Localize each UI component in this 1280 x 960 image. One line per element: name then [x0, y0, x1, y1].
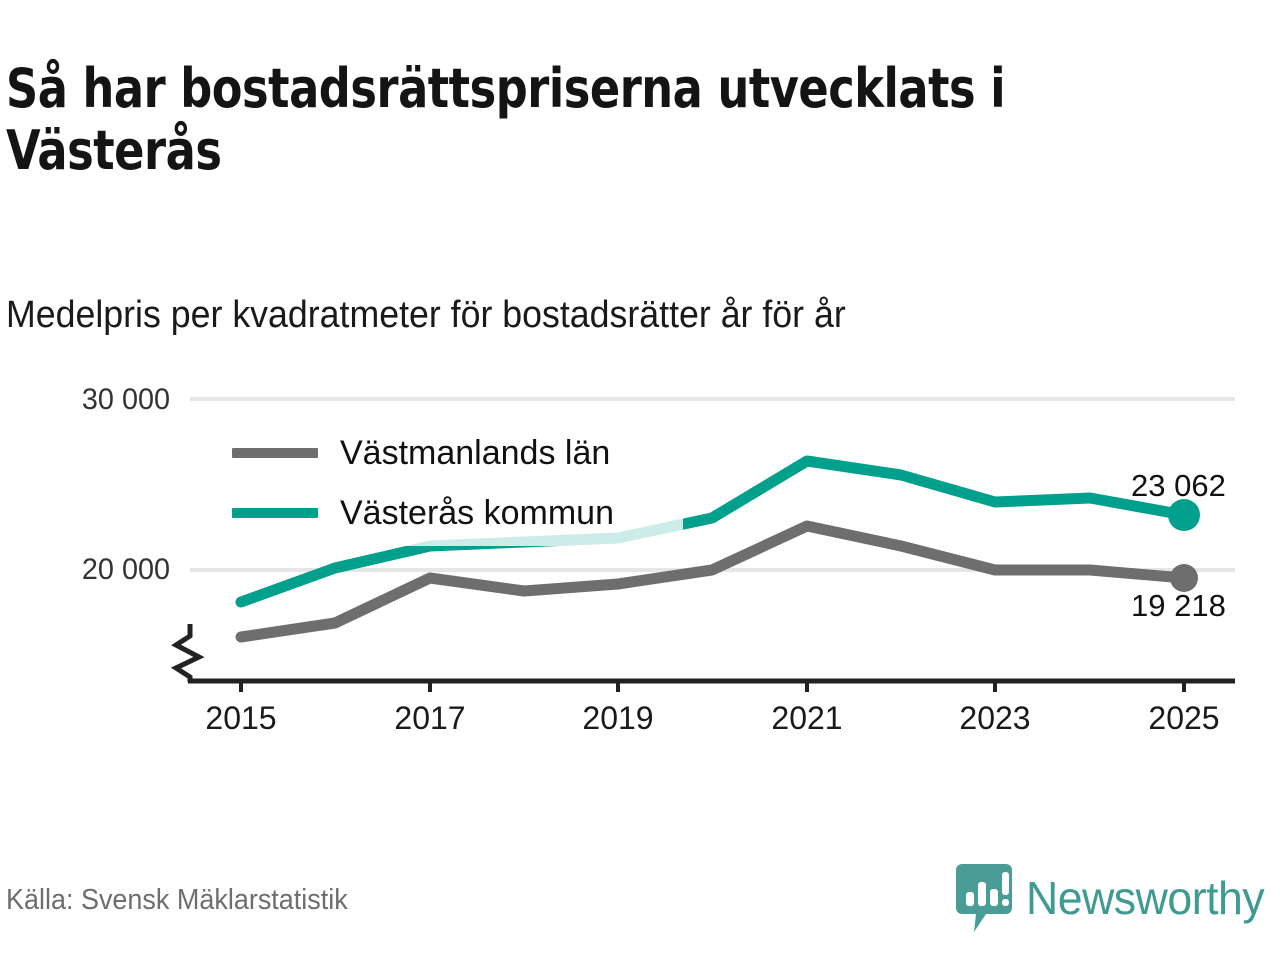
x-axis-label-2019: 2019	[582, 700, 654, 736]
series-line-vasteras-kommun	[235, 455, 1190, 608]
legend-swatch-icon-vasteras-kommun	[232, 508, 318, 518]
y-axis-label-30000: 30 000	[81, 383, 170, 416]
page-title: Så har bostadsrättspriserna utvecklats i…	[6, 57, 1006, 183]
end-value-label-vastmanlands-lan: 19 218	[1131, 588, 1226, 623]
y-axis-label-20000: 20 000	[81, 553, 170, 586]
x-axis-label-2017: 2017	[394, 700, 466, 736]
legend-swatch-icon-vastmanlands-lan	[232, 448, 318, 458]
legend-label-vasteras-kommun: Västerås kommun	[340, 494, 614, 532]
x-axis-label-2025: 2025	[1148, 700, 1220, 736]
source-note: Källa: Svensk Mäklarstatistik	[6, 884, 348, 916]
x-axis-label-2023: 2023	[959, 700, 1031, 736]
series-line-vastmanlands-lan	[235, 520, 1190, 643]
newsworthy-logo[interactable]: Newsworthy	[956, 862, 1272, 934]
chart-subtitle: Medelpris per kvadratmeter för bostadsrä…	[6, 294, 846, 336]
speech-bubble-bar-chart-icon	[956, 864, 1013, 932]
end-dot-vastmanlands-lan	[1170, 564, 1198, 592]
legend-backdrop	[205, 424, 683, 546]
legend-label-vastmanlands-lan: Västmanlands län	[340, 434, 611, 472]
x-axis-label-2015: 2015	[205, 700, 277, 736]
axis-break-zigzag-icon	[170, 624, 205, 682]
end-value-label-vasteras-kommun: 23 062	[1131, 468, 1226, 503]
x-axis-label-2021: 2021	[771, 700, 843, 736]
end-dot-vasteras-kommun	[1168, 499, 1200, 531]
brand-wordmark: Newsworthy	[1026, 872, 1265, 924]
x-axis-ticks	[239, 681, 1186, 692]
